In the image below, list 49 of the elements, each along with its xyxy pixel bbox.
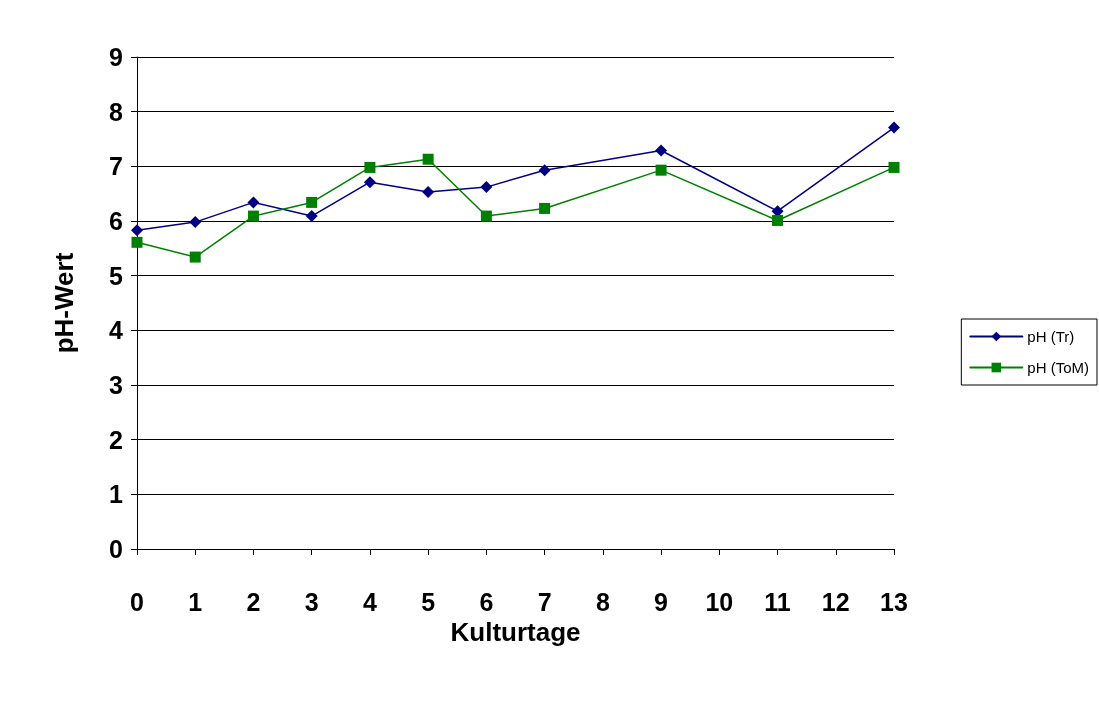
x-tick-label: 7 (537, 587, 552, 616)
x-tick-label: 10 (705, 587, 734, 616)
point (538, 164, 551, 177)
point (422, 153, 434, 165)
y-tick-label: 0 (109, 535, 123, 563)
x-tick-label: 8 (595, 587, 610, 616)
x-tick-label: 13 (880, 587, 908, 616)
legend-label: pH (Tr) (1027, 328, 1075, 345)
y-tick-label: 3 (109, 371, 123, 399)
point (189, 216, 202, 229)
x-tick-label: 3 (304, 587, 319, 616)
point (189, 251, 201, 263)
x-tick-label: 4 (362, 587, 377, 616)
x-tick-label: 5 (421, 587, 436, 616)
point (363, 176, 376, 189)
point (364, 161, 376, 173)
x-tick-label: 1 (188, 587, 203, 616)
y-axis-title: pH-Wert (49, 252, 79, 354)
x-tick-label: 12 (821, 587, 850, 616)
point (306, 196, 318, 208)
point (480, 210, 492, 222)
point (131, 224, 143, 237)
x-tick-label: 2 (246, 587, 261, 616)
x-tick-label: 9 (654, 587, 669, 616)
point (422, 186, 435, 199)
y-tick-label: 9 (109, 43, 123, 71)
point (888, 121, 900, 134)
point (247, 196, 260, 209)
y-tick-label: 7 (109, 152, 123, 181)
point (655, 164, 667, 176)
legend-label: pH (ToM) (1027, 359, 1089, 376)
y-tick-label: 6 (109, 207, 123, 235)
x-tick-label: 11 (764, 587, 791, 616)
y-tick-label: 2 (109, 425, 123, 454)
y-tick-label: 1 (109, 480, 124, 509)
point (480, 181, 493, 194)
point (539, 202, 551, 214)
y-tick-label: 4 (109, 316, 124, 345)
y-tick-label: 5 (109, 261, 124, 290)
point (247, 210, 259, 222)
y-tick-label: 8 (109, 97, 124, 126)
point (655, 144, 668, 157)
point (888, 161, 900, 173)
x-tick-label: 6 (479, 587, 494, 616)
point (772, 214, 784, 226)
point (131, 236, 143, 248)
point (305, 210, 318, 223)
x-axis-title: Kulturtage (450, 616, 581, 647)
x-tick-label: 0 (130, 587, 144, 616)
